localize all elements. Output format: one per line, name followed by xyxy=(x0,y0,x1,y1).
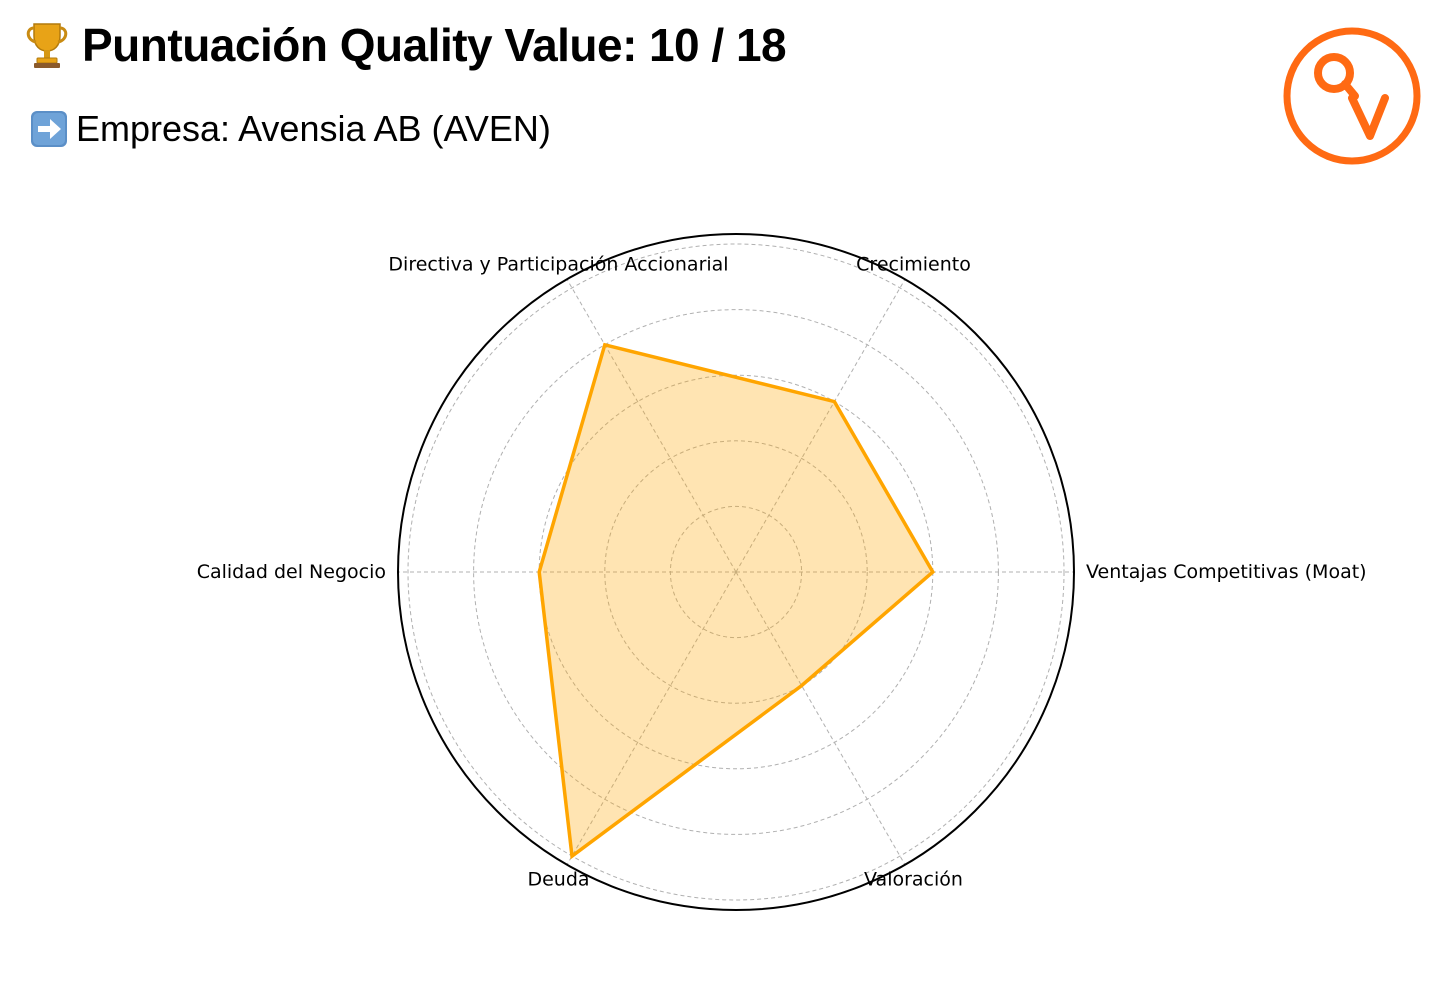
axis-label-4: Calidad del Negocio xyxy=(197,561,386,583)
company-heading: Empresa: Avensia AB (AVEN) xyxy=(30,108,551,150)
score-value: 10 / 18 xyxy=(648,19,787,71)
company-name: Empresa: Avensia AB (AVEN) xyxy=(76,108,551,149)
spoke-line-5 xyxy=(566,571,737,865)
quality-value-logo-icon xyxy=(1283,27,1421,165)
right-arrow-icon xyxy=(31,111,67,147)
spoke-line-6 xyxy=(735,571,906,865)
axis-label-5: Deuda xyxy=(527,868,589,890)
spoke-line-2 xyxy=(735,279,906,573)
title-label: Puntuación Quality Value: xyxy=(82,19,637,71)
radial-gridline-2 xyxy=(604,440,868,704)
header-title: Puntuación Quality Value: 10 / 18 xyxy=(24,18,787,72)
axis-label-2: Crecimiento xyxy=(856,254,971,276)
axis-label-3: Directiva y Participación Accionarial xyxy=(388,254,728,276)
spoke-line-3 xyxy=(566,279,737,573)
series-line xyxy=(537,342,936,860)
axis-label-1: Ventajas Competitivas (Moat) xyxy=(1086,561,1367,583)
radial-gridline-5 xyxy=(407,243,1065,901)
axis-label-6: Valoración xyxy=(864,868,963,890)
page-title: Puntuación Quality Value: 10 / 18 xyxy=(82,18,787,72)
outer-frame xyxy=(397,233,1075,911)
trophy-icon xyxy=(26,23,68,68)
series-area xyxy=(539,344,933,857)
